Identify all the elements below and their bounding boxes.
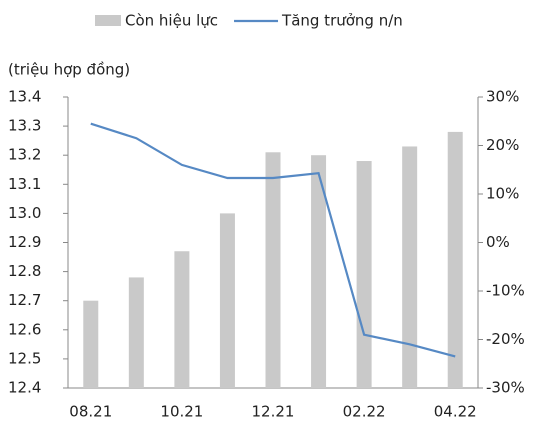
bar: [356, 161, 372, 388]
x-tick-label: 08.21: [69, 403, 112, 421]
y-tick-label: 13.4: [8, 88, 41, 106]
y2-tick-label: 0%: [486, 233, 510, 251]
bar: [311, 155, 327, 388]
y-tick-label: 12.6: [8, 320, 41, 338]
bar: [128, 277, 144, 388]
y2-tick-label: -20%: [486, 330, 525, 348]
x-tick-label: 04.22: [434, 403, 477, 421]
bar: [219, 213, 235, 388]
y-tick-label: 12.8: [8, 262, 41, 280]
y2-tick-label: 30%: [486, 88, 519, 106]
y2-tick-label: -10%: [486, 282, 525, 300]
y2-tick-label: 10%: [486, 185, 519, 203]
legend-label: Còn hiệu lực: [125, 12, 218, 30]
y-tick-label: 13.1: [8, 175, 41, 193]
legend-label: Tăng trưởng n/n: [281, 12, 403, 30]
y-tick-label: 13.3: [8, 117, 41, 135]
y-tick-label: 12.4: [8, 379, 41, 397]
y2-tick-label: 20%: [486, 136, 519, 154]
y-tick-label: 13.0: [8, 204, 41, 222]
y-tick-label: 12.7: [8, 291, 41, 309]
x-tick-label: 02.22: [343, 403, 386, 421]
y-tick-label: 13.2: [8, 146, 41, 164]
unit-label: (triệu hợp đồng): [8, 61, 130, 79]
line: [90, 122, 456, 358]
x-tick-label: 10.21: [160, 403, 203, 421]
y2-tick-label: -30%: [486, 379, 525, 397]
y-tick-label: 12.5: [8, 349, 41, 367]
x-tick-label: 12.21: [252, 403, 295, 421]
bar: [83, 300, 99, 388]
legend-swatch: [95, 15, 121, 26]
bar: [402, 146, 418, 388]
y-tick-label: 12.9: [8, 233, 41, 251]
bar: [447, 131, 463, 389]
bar: [174, 251, 190, 388]
bar: [265, 152, 281, 388]
